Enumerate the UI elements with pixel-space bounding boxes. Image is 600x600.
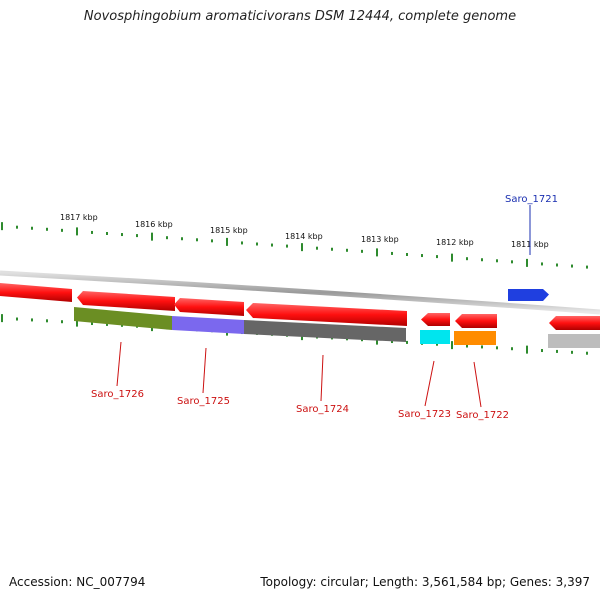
gene-saro-1726[interactable] bbox=[74, 307, 172, 330]
gene-label-leader bbox=[424, 360, 435, 407]
tick-label: 1812 kbp bbox=[436, 238, 474, 247]
gene-saro-1723[interactable] bbox=[420, 330, 450, 344]
cds-arrow[interactable] bbox=[0, 283, 72, 302]
gene-saro-1725[interactable] bbox=[172, 316, 244, 334]
cds-arrow[interactable] bbox=[549, 316, 600, 330]
gene-label-leader bbox=[473, 361, 482, 408]
cds-track bbox=[0, 283, 600, 330]
cds-arrow[interactable] bbox=[77, 291, 175, 311]
cds-arrow[interactable] bbox=[174, 298, 244, 316]
genome-stats-label: Topology: circular; Length: 3,561,584 bp… bbox=[260, 575, 590, 589]
map-title: Novosphingobium aromaticivorans DSM 1244… bbox=[83, 9, 517, 24]
gene-unlabeled-gray[interactable] bbox=[548, 334, 600, 348]
gene-label-saro-1722: Saro_1722 bbox=[456, 410, 509, 421]
tick-label: 1817 kbp bbox=[60, 213, 98, 222]
gene-label-leader bbox=[320, 354, 324, 402]
gene-label-leader bbox=[116, 341, 122, 387]
gene-label-leader bbox=[202, 347, 207, 394]
tick-label: 1815 kbp bbox=[210, 226, 248, 235]
gene-label-saro-1723: Saro_1723 bbox=[398, 409, 451, 420]
tick-label: 1813 kbp bbox=[361, 235, 399, 244]
gene-label-saro-1724: Saro_1724 bbox=[296, 404, 349, 415]
gene-saro-1724[interactable] bbox=[244, 320, 406, 342]
tick-label: 1814 kbp bbox=[285, 232, 323, 241]
gene-label-saro-1726: Saro_1726 bbox=[91, 389, 144, 400]
cds-arrow[interactable] bbox=[246, 303, 407, 326]
cds-arrow[interactable] bbox=[421, 313, 450, 326]
gene-saro-1722[interactable] bbox=[454, 331, 496, 345]
tick-label: 1816 kbp bbox=[135, 220, 173, 229]
gene-label-saro-1721: Saro_1721 bbox=[505, 194, 558, 205]
gene-label-saro-1725: Saro_1725 bbox=[177, 396, 230, 407]
genome-backbone bbox=[0, 270, 600, 315]
cds-arrow[interactable] bbox=[455, 314, 497, 328]
accession-label: Accession: NC_007794 bbox=[9, 575, 146, 589]
gene-saro-1721[interactable] bbox=[508, 289, 549, 301]
upper-tick-track bbox=[1, 222, 588, 269]
